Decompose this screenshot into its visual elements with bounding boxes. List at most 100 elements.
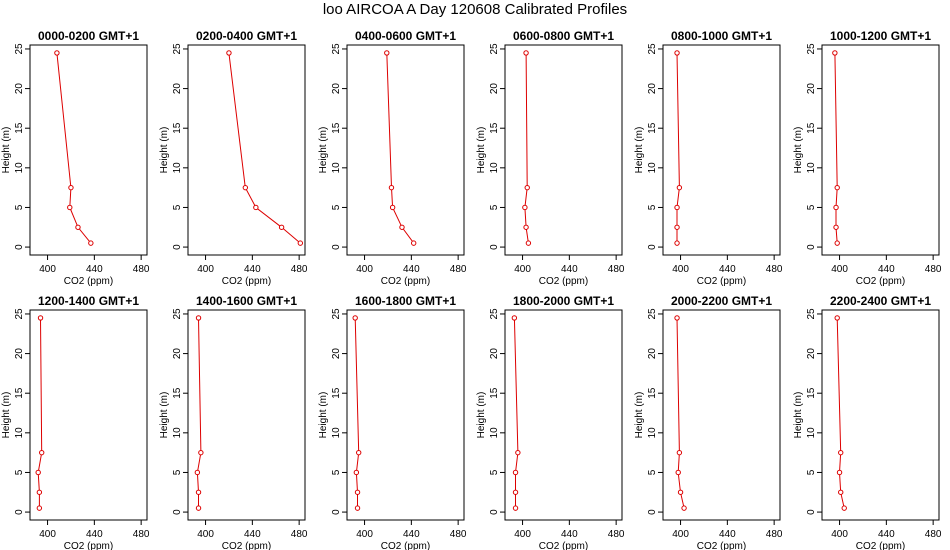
y-tick-label: 20 xyxy=(806,83,817,95)
y-tick-label: 0 xyxy=(647,509,658,515)
profile-panel: 1800-2000 GMT+1 400 440 480 0 5 10 15 20 25 CO2 (p… xyxy=(476,294,625,550)
data-point xyxy=(515,449,521,456)
plot-frame xyxy=(504,309,623,521)
data-point xyxy=(389,204,396,211)
data-point xyxy=(675,469,681,476)
x-tick-label: 400 xyxy=(39,264,56,275)
data-point xyxy=(512,505,519,511)
data-point xyxy=(297,240,304,246)
y-tick-label: 0 xyxy=(14,509,25,515)
x-tick-label: 400 xyxy=(39,529,56,540)
y-axis-label: Height (m) xyxy=(318,392,329,439)
x-tick-label: 400 xyxy=(672,264,689,275)
x-tick-label: 440 xyxy=(878,264,895,275)
y-tick-label: 20 xyxy=(172,83,183,95)
data-point xyxy=(242,184,249,191)
y-tick-label: 25 xyxy=(647,308,658,320)
y-tick-label: 20 xyxy=(331,348,342,360)
data-point xyxy=(512,469,519,476)
y-tick-label: 25 xyxy=(806,308,817,320)
data-point xyxy=(354,505,361,511)
panel-title: 0600-0800 GMT+1 xyxy=(513,29,614,43)
profile-panel: 1000-1200 GMT+1 400 440 480 0 5 10 15 20 25 CO2 (p… xyxy=(793,29,942,287)
x-axis-label: CO2 (ppm) xyxy=(856,276,905,287)
data-point xyxy=(836,469,843,476)
plot-frame xyxy=(187,44,306,256)
data-point xyxy=(833,204,839,211)
y-axis-label: Height (m) xyxy=(318,127,329,174)
data-point xyxy=(68,184,74,191)
x-tick-label: 480 xyxy=(608,529,625,540)
data-point xyxy=(838,449,844,456)
x-tick-label: 400 xyxy=(514,264,531,275)
y-tick-label: 20 xyxy=(172,348,183,360)
panel-title: 2200-2400 GMT+1 xyxy=(830,294,931,308)
plot-frame xyxy=(662,44,781,256)
y-tick-label: 25 xyxy=(489,43,500,55)
y-tick-label: 0 xyxy=(806,244,817,250)
x-tick-label: 440 xyxy=(86,529,103,540)
profile-line xyxy=(37,317,43,509)
y-axis-label: Height (m) xyxy=(476,392,487,439)
y-axis-label: Height (m) xyxy=(159,392,170,439)
y-tick-label: 25 xyxy=(172,43,183,55)
data-point xyxy=(253,204,259,211)
data-point xyxy=(226,50,232,56)
panel-title: 0400-0600 GMT+1 xyxy=(355,29,456,43)
y-tick-label: 10 xyxy=(14,162,25,174)
y-tick-label: 20 xyxy=(647,83,658,95)
x-axis-label: CO2 (ppm) xyxy=(539,541,588,550)
profile-line xyxy=(676,317,685,509)
y-tick-label: 0 xyxy=(331,509,342,515)
y-tick-label: 0 xyxy=(647,244,658,250)
data-point xyxy=(524,184,530,191)
data-point xyxy=(35,469,41,476)
profile-panel: 0000-0200 GMT+1 400 440 480 0 5 10 15 20 25 CO2 (p… xyxy=(1,29,150,287)
y-tick-label: 0 xyxy=(489,509,500,515)
data-point xyxy=(674,50,680,56)
profile-panel: 2000-2200 GMT+1 400 440 480 0 5 10 15 20 25 CO2 (p… xyxy=(634,294,783,550)
x-tick-label: 480 xyxy=(133,529,150,540)
y-tick-label: 20 xyxy=(331,83,342,95)
data-point xyxy=(681,505,687,511)
y-tick-label: 15 xyxy=(489,122,500,134)
profile-line xyxy=(834,52,838,244)
y-axis-label: Height (m) xyxy=(793,392,804,439)
data-point xyxy=(833,224,839,230)
data-point xyxy=(36,489,43,495)
plot-frame xyxy=(29,309,148,521)
y-tick-label: 5 xyxy=(647,204,658,210)
y-tick-label: 10 xyxy=(14,427,25,439)
x-tick-label: 400 xyxy=(356,529,373,540)
data-point xyxy=(353,469,360,476)
panel-title: 0000-0200 GMT+1 xyxy=(38,29,139,43)
panel-title: 1000-1200 GMT+1 xyxy=(830,29,931,43)
y-axis-label: Height (m) xyxy=(634,127,645,174)
y-tick-label: 25 xyxy=(489,308,500,320)
profile-line xyxy=(354,317,360,509)
y-tick-label: 10 xyxy=(647,162,658,174)
x-tick-label: 440 xyxy=(86,264,103,275)
y-tick-label: 20 xyxy=(489,348,500,360)
y-tick-label: 5 xyxy=(14,469,25,475)
x-tick-label: 440 xyxy=(561,264,578,275)
data-point xyxy=(523,50,529,56)
y-tick-label: 25 xyxy=(331,43,342,55)
x-tick-label: 400 xyxy=(197,529,214,540)
y-tick-label: 20 xyxy=(14,348,25,360)
data-point xyxy=(674,315,680,321)
data-point xyxy=(354,489,361,495)
y-tick-label: 15 xyxy=(331,122,342,134)
y-tick-label: 0 xyxy=(172,509,183,515)
x-axis-label: CO2 (ppm) xyxy=(697,276,746,287)
panel-title: 1800-2000 GMT+1 xyxy=(513,294,614,308)
data-point xyxy=(352,315,358,321)
y-tick-label: 5 xyxy=(14,204,25,210)
x-tick-label: 480 xyxy=(450,264,467,275)
y-tick-label: 5 xyxy=(331,469,342,475)
panel-title: 1600-1800 GMT+1 xyxy=(355,294,456,308)
profile-line xyxy=(513,317,519,509)
y-axis-label: Height (m) xyxy=(476,127,487,174)
y-tick-label: 25 xyxy=(14,43,25,55)
y-tick-label: 15 xyxy=(331,387,342,399)
